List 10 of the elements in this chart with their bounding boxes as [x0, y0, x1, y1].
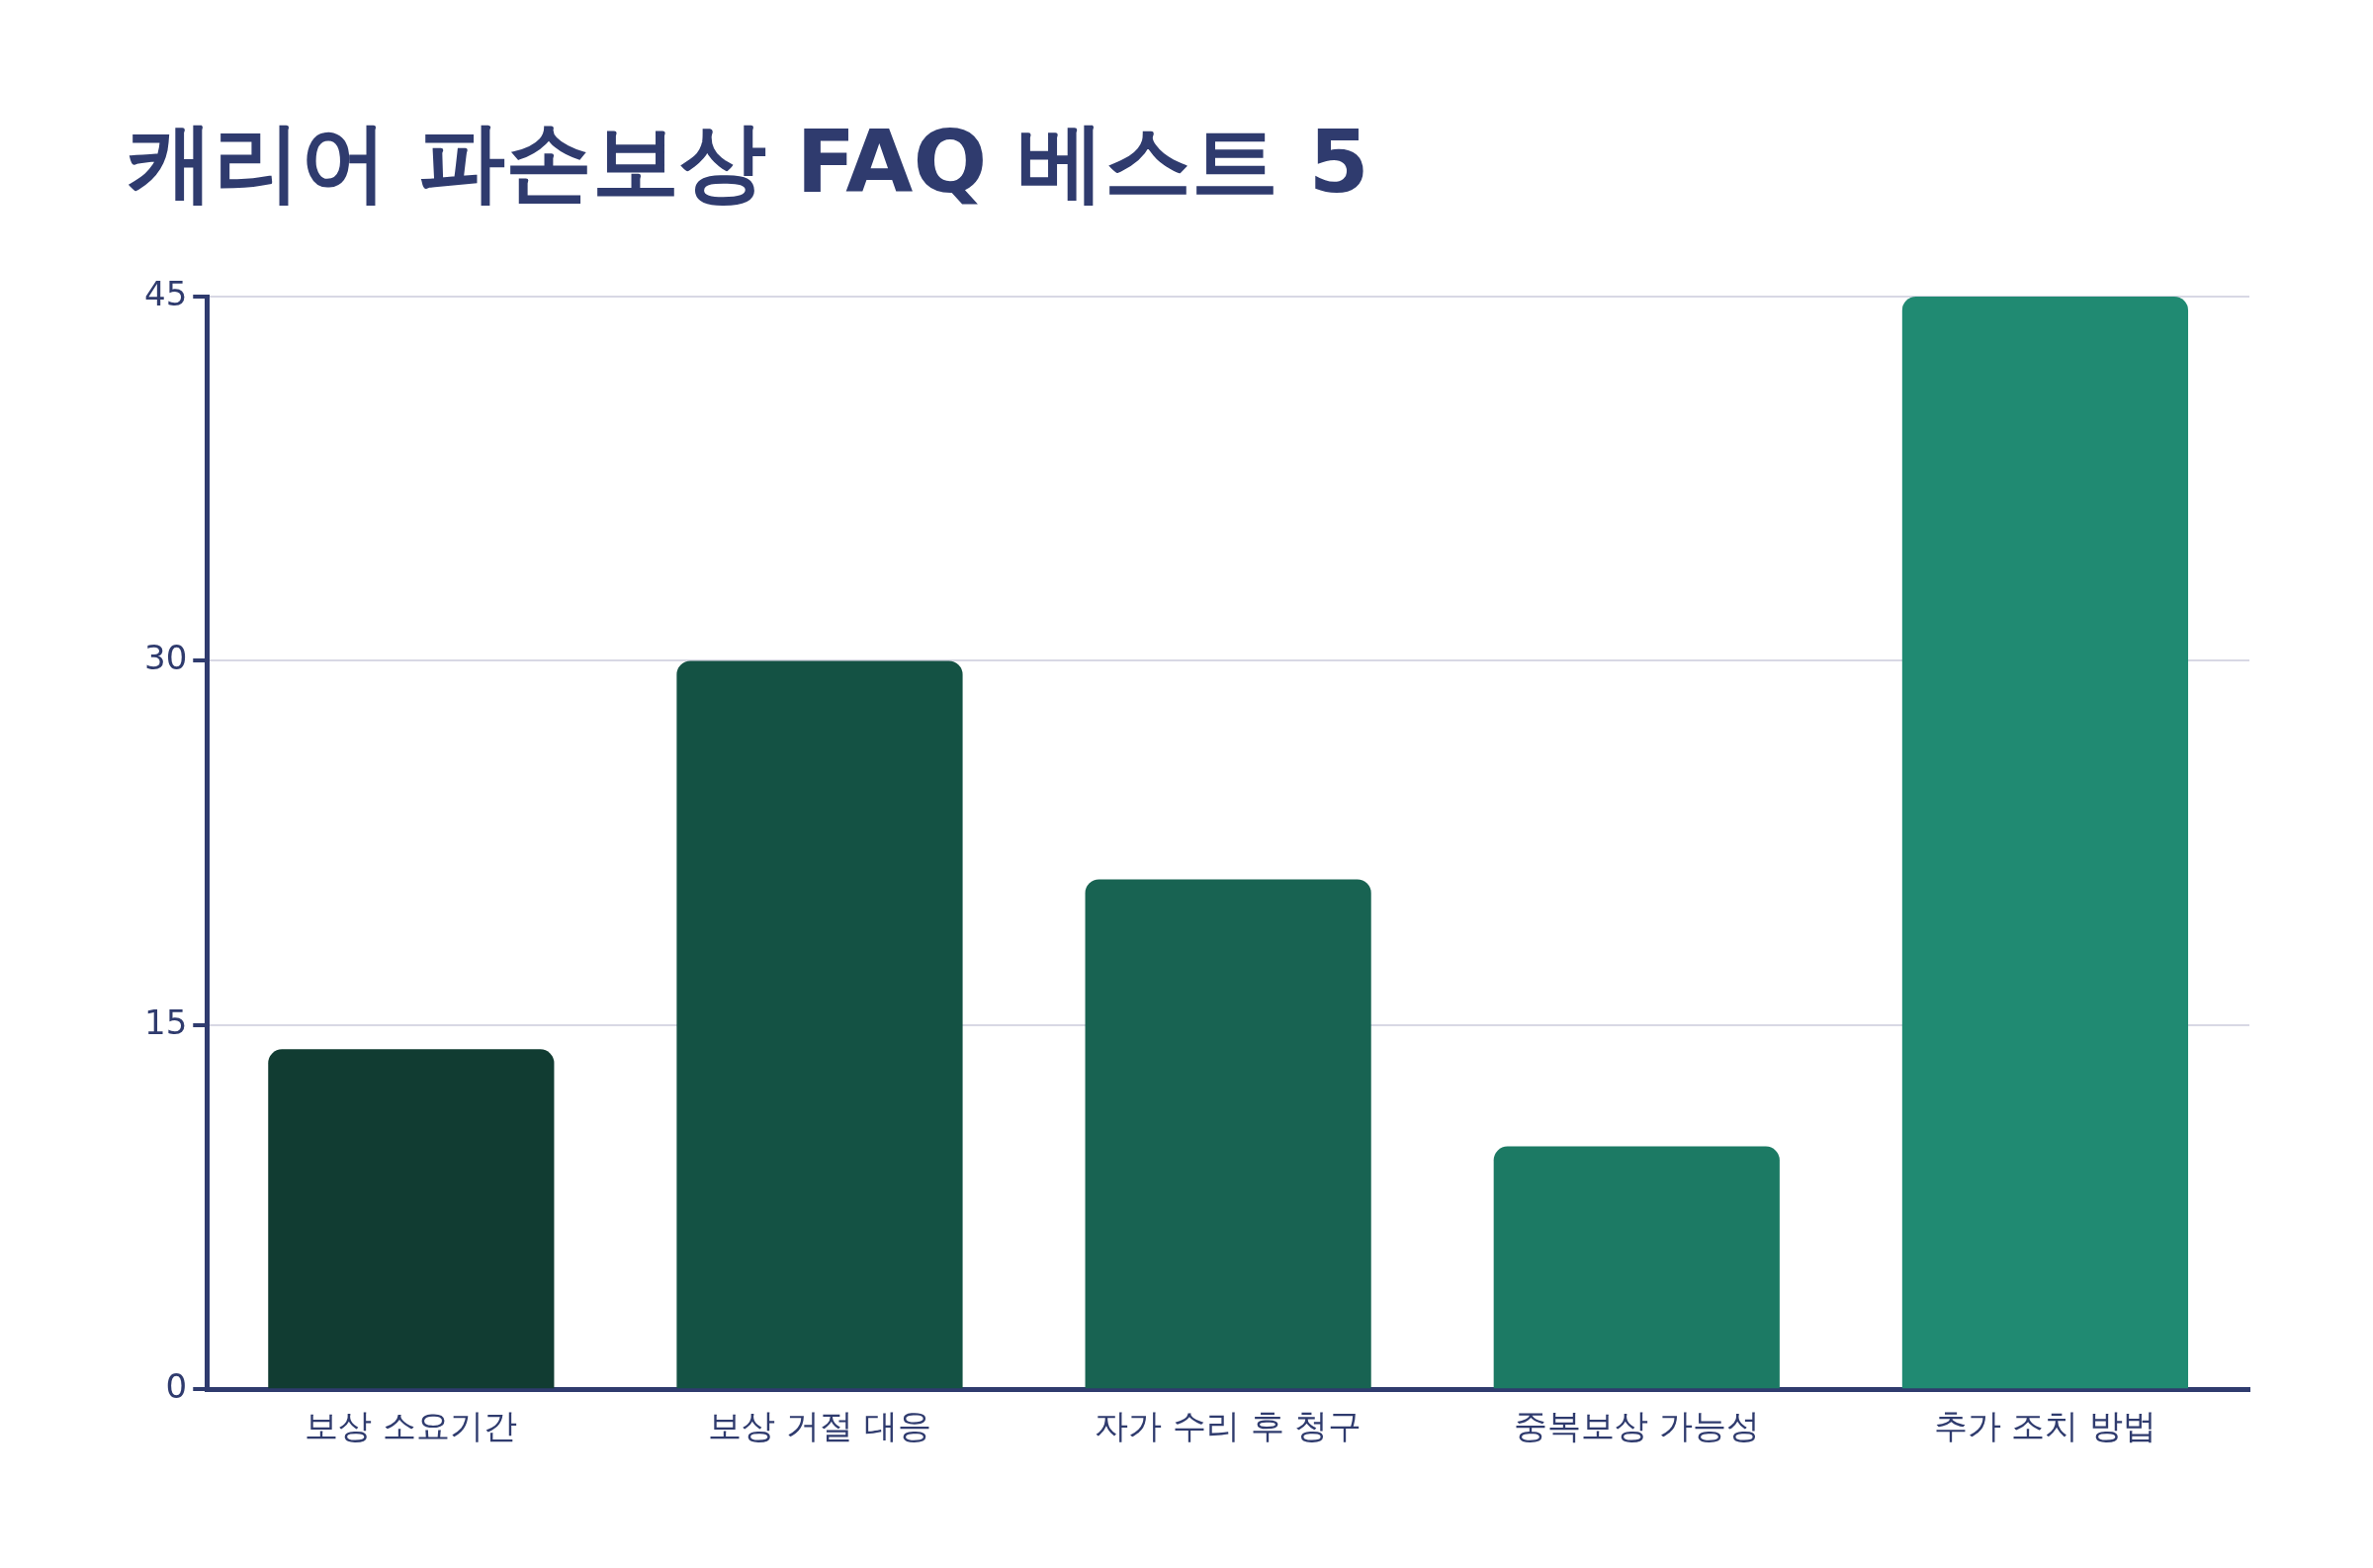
y-tick-label: 15	[144, 1002, 188, 1042]
x-tick-label: 보상 소요기간	[305, 1406, 518, 1446]
x-tick-label: 보상 거절 대응	[708, 1406, 931, 1446]
chart-title: 캐리어 파손보상 FAQ 베스트 5	[127, 110, 1369, 215]
x-tick-label: 중복보상 가능성	[1513, 1406, 1760, 1446]
y-tick-label: 45	[144, 273, 188, 313]
x-tick-label: 자가 수리 후 청구	[1094, 1406, 1362, 1446]
y-tick-label: 30	[144, 638, 188, 678]
x-tick-label: 추가 조치 방법	[1933, 1406, 2157, 1446]
y-tick-label: 0	[165, 1366, 188, 1407]
